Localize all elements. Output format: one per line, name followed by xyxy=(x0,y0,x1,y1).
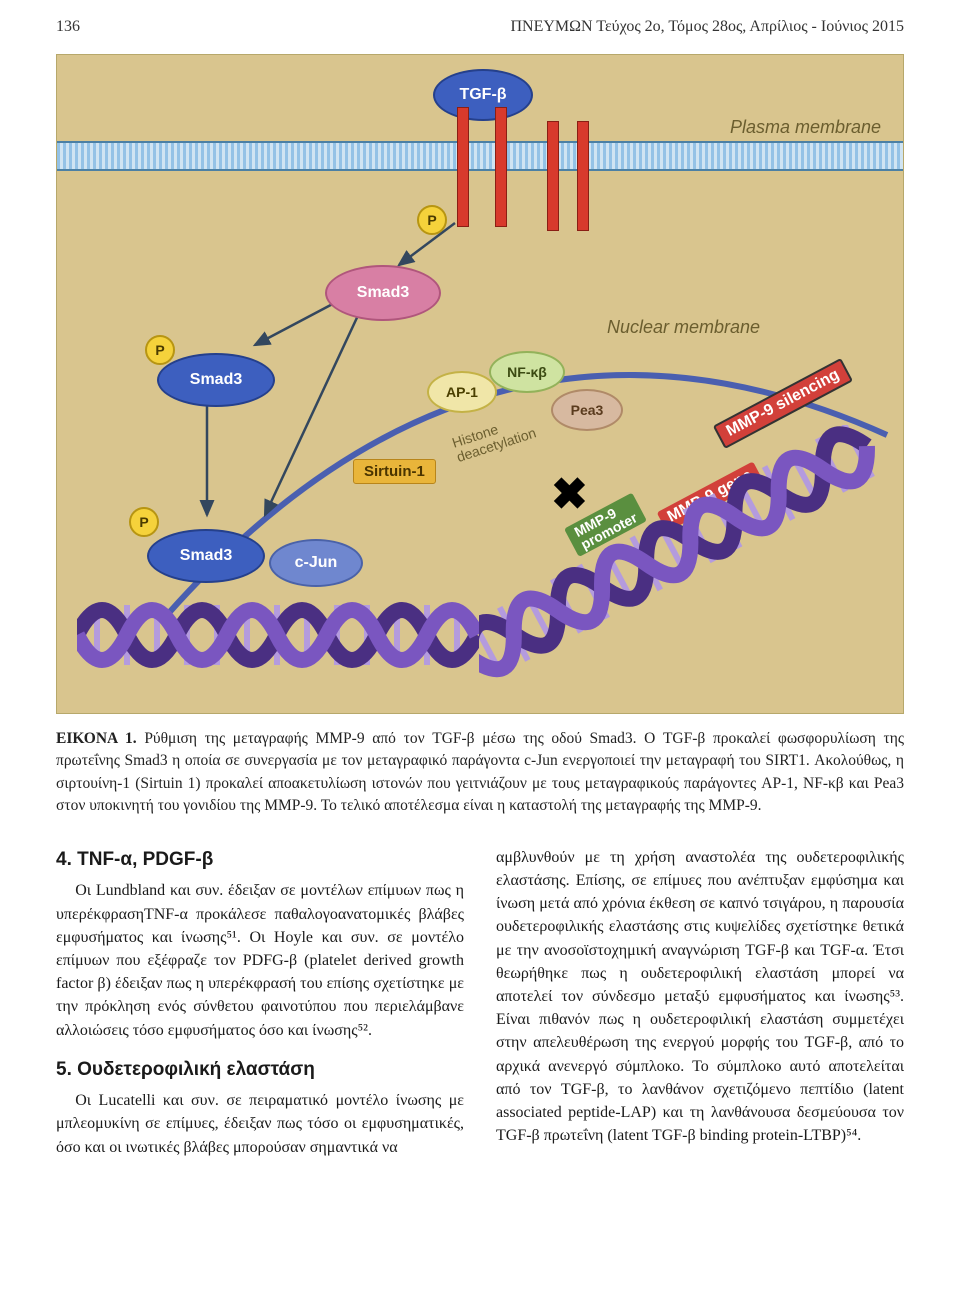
nuclear-membrane-label: Nuclear membrane xyxy=(607,317,760,338)
smad3-pink-ellipse: Smad3 xyxy=(325,265,441,321)
right-column-body: αμβλυνθούν με τη χρήση αναστολέα της ουδ… xyxy=(496,846,904,1147)
section-5-body: Οι Lucatelli και συν. σε πειραματικό μον… xyxy=(56,1089,464,1159)
plasma-membrane xyxy=(57,141,903,171)
receptor-bar-1 xyxy=(457,107,469,227)
nfkb-ellipse: NF-κβ xyxy=(489,351,565,393)
smad3-pink-label: Smad3 xyxy=(357,284,409,302)
page-header: 136 ΠΝΕΥΜΩΝ Τεύχος 2ο, Τόμος 28ος, Απρίλ… xyxy=(0,0,960,46)
running-head: ΠΝΕΥΜΩΝ Τεύχος 2ο, Τόμος 28ος, Απρίλιος … xyxy=(510,18,904,36)
receptor-bar-2 xyxy=(495,107,507,227)
section-4-body: Οι Lundbland και συν. έδειξαν σε μοντέλω… xyxy=(56,879,464,1041)
tgf-beta-label: TGF-β xyxy=(459,86,506,104)
receptor-bar-4 xyxy=(577,121,589,231)
body-columns: 4. TNF-α, PDGF-β Οι Lundbland και συν. έ… xyxy=(56,846,904,1173)
dna-left xyxy=(77,575,479,695)
section-5-title: 5. Ουδετεροφιλική ελαστάση xyxy=(56,1056,464,1084)
receptor-bar-3 xyxy=(547,121,559,231)
ap1-ellipse: AP-1 xyxy=(427,371,497,413)
section-4-title: 4. TNF-α, PDGF-β xyxy=(56,846,464,874)
dna-right xyxy=(479,425,899,705)
p-badge-3: P xyxy=(129,507,159,537)
left-column: 4. TNF-α, PDGF-β Οι Lundbland και συν. έ… xyxy=(56,846,464,1173)
figure-caption: ΕΙΚΟΝΑ 1. Ρύθμιση της μεταγραφής MMP-9 α… xyxy=(56,728,904,818)
tgf-beta-ellipse: TGF-β xyxy=(433,69,533,121)
right-column: αμβλυνθούν με τη χρήση αναστολέα της ουδ… xyxy=(496,846,904,1173)
page-number: 136 xyxy=(56,18,80,36)
figure-1: Plasma membrane TGF-β Nuclear membrane P… xyxy=(56,54,904,714)
plasma-membrane-label: Plasma membrane xyxy=(730,117,881,138)
p-badge-1: P xyxy=(417,205,447,235)
smad3-blue-1: Smad3 xyxy=(157,353,275,407)
caption-text: Ρύθμιση της μεταγραφής MMP-9 από τον TGF… xyxy=(56,730,904,814)
smad3-blue-1-label: Smad3 xyxy=(190,371,242,389)
p-badge-2: P xyxy=(145,335,175,365)
sirtuin-box: Sirtuin-1 xyxy=(353,459,436,484)
caption-label: ΕΙΚΟΝΑ 1. xyxy=(56,730,137,747)
